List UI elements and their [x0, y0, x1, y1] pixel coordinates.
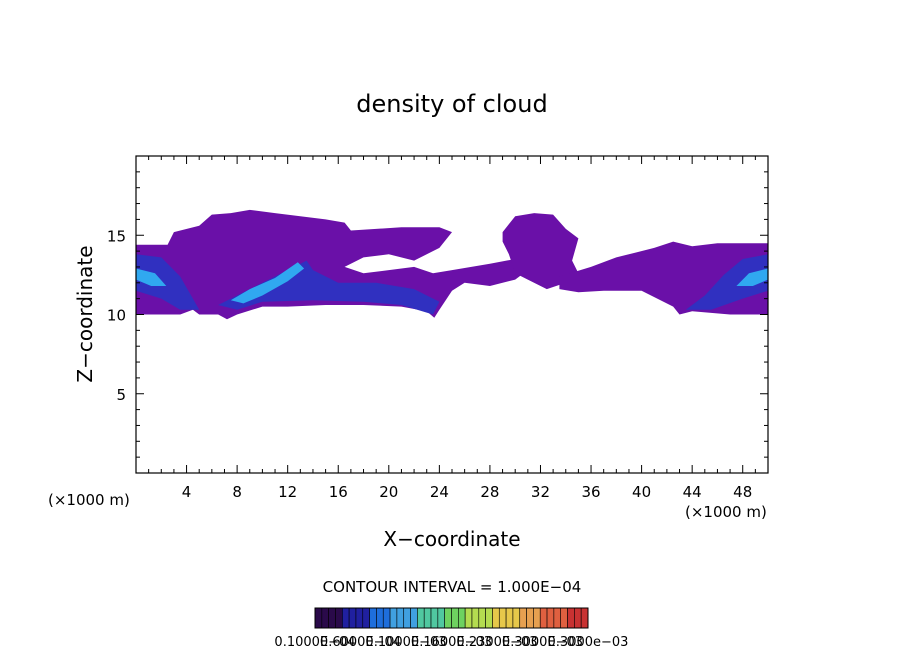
colorbar-cell	[485, 607, 493, 629]
cloud-middle-tuft	[502, 213, 579, 290]
colorbar-cell	[560, 607, 568, 629]
colorbar-cell	[464, 607, 473, 629]
x-tick-label: 20	[379, 483, 398, 501]
colorbar-cell	[341, 607, 350, 629]
colorbar-cell	[512, 607, 521, 629]
colorbar-label: 0.1000E−03	[365, 635, 446, 650]
cloud-right-core	[685, 254, 768, 310]
colorbar-frame	[314, 607, 589, 629]
colorbar-cell	[328, 607, 336, 629]
x-tick-label: 8	[232, 483, 242, 501]
x-tick-label: 32	[531, 483, 550, 501]
x-axis-label: X−coordinate	[383, 527, 520, 551]
colorbar-cell	[492, 607, 500, 629]
x-tick-label: 48	[733, 483, 752, 501]
x-tick-label: 44	[683, 483, 702, 501]
y-tick-label: 10	[107, 307, 126, 325]
colorbar-cell	[396, 607, 405, 629]
chart-title: density of cloud	[356, 90, 547, 118]
colorbar-cell	[458, 607, 466, 629]
colorbar-cell	[403, 607, 411, 629]
x-tick-label: 24	[430, 483, 449, 501]
contour-interval-label: CONTOUR INTERVAL = 1.000E−04	[323, 578, 582, 596]
colorbar-cell	[437, 607, 445, 629]
colorbar-label: 0.3000e−03	[548, 635, 629, 650]
x-unit-left: (×1000 m)	[48, 491, 130, 509]
cloud-right-peak	[736, 268, 768, 286]
colorbar-cell	[410, 607, 418, 629]
colorbar-cell	[355, 607, 364, 629]
cloud-center-core	[218, 260, 440, 315]
colorbar-cell	[376, 607, 384, 629]
x-unit-right: (×1000 m)	[685, 503, 767, 521]
x-tick-label: 4	[182, 483, 192, 501]
colorbar-cell	[553, 607, 561, 629]
colorbar-cell	[505, 607, 514, 629]
y-axis: 5 10 15	[107, 171, 768, 458]
x-tick-label: 36	[581, 483, 600, 501]
y-tick-label: 15	[107, 227, 126, 245]
x-tick-label: 16	[329, 483, 348, 501]
colorbar-cell	[444, 607, 452, 629]
cloud-left-peak	[136, 268, 167, 286]
colorbar-label: 0.1000E−04	[274, 635, 355, 650]
colorbar-cell	[321, 607, 329, 629]
colorbar-label: 0.2300E−03	[456, 635, 537, 650]
colorbar-cell	[362, 607, 370, 629]
colorbar-cell	[539, 607, 548, 629]
colorbar-cell	[430, 607, 439, 629]
colorbar-cell	[314, 607, 323, 629]
cloud-density-field	[136, 209, 768, 320]
colorbar-cell	[451, 607, 459, 629]
colorbar-labels: 0.1000E−040.6000E−040.1000E−030.1600E−03…	[274, 635, 628, 650]
colorbar-cell	[580, 607, 589, 629]
colorbar-cell	[471, 607, 480, 629]
y-tick-label: 5	[116, 386, 126, 404]
colorbar-cell	[574, 607, 582, 629]
colorbar-cell	[546, 607, 555, 629]
colorbar-cell	[423, 607, 432, 629]
colorbar-cell	[498, 607, 507, 629]
colorbar-label: 0.6000E−04	[320, 635, 401, 650]
colorbar-cell	[478, 607, 486, 629]
colorbar-cell	[533, 607, 541, 629]
colorbar-cell	[526, 607, 534, 629]
cloud-main-body	[136, 209, 528, 320]
x-tick-label: 12	[278, 483, 297, 501]
y-axis-label: Z−coordinate	[73, 245, 97, 382]
cloud-center-peak	[230, 262, 305, 304]
colorbar-cell	[417, 607, 425, 629]
x-tick-label: 28	[480, 483, 499, 501]
cloud-left-core	[136, 254, 200, 310]
colorbar-cell	[567, 607, 575, 629]
colorbar-cell	[519, 607, 527, 629]
colorbar-label: 0.3000E−03	[502, 635, 583, 650]
colorbar-label: 0.1600E−03	[411, 635, 492, 650]
colorbar-cell	[335, 607, 343, 629]
x-tick-label: 40	[632, 483, 651, 501]
colorbar-cell	[348, 607, 357, 629]
x-axis: 4 8 12 16 20 24 28 32 36 40 44 48	[148, 156, 756, 501]
colorbar	[314, 607, 589, 629]
colorbar-cell	[382, 607, 391, 629]
colorbar-cell	[389, 607, 398, 629]
colorbar-cell	[369, 607, 377, 629]
